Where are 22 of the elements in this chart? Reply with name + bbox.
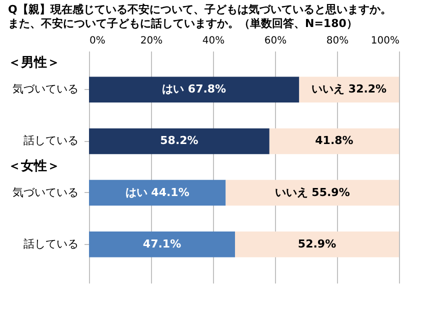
x-tick-label: 20% bbox=[140, 36, 163, 46]
x-tick-label: 100% bbox=[370, 36, 400, 46]
y-tick-label: 気づいている bbox=[12, 82, 78, 96]
x-tick-label: 60% bbox=[264, 36, 287, 46]
y-tick-label: 気づいている bbox=[12, 186, 78, 199]
data-label: いいえ 32.2% bbox=[312, 82, 387, 96]
data-label: いいえ 55.9% bbox=[274, 186, 350, 199]
text: ＜女性＞ bbox=[8, 158, 60, 174]
x-tick-label: 40% bbox=[202, 36, 225, 46]
y-tick-label: 話している bbox=[24, 237, 78, 250]
data-label: 47.1% bbox=[142, 237, 182, 250]
data-label: はい 44.1% bbox=[125, 186, 190, 199]
data-label: 41.8% bbox=[315, 134, 354, 148]
data-label: 58.2% bbox=[160, 134, 198, 148]
chart-title: Q【親】現在感じている不安について、子どもは気づいていると思いますか。 bbox=[8, 3, 392, 16]
data-label: はい 67.8% bbox=[162, 82, 226, 96]
y-tick-label: 話している bbox=[24, 134, 78, 148]
chart-subtitle: また、不安について子どもに話していますか。（単数回答、N=180） bbox=[8, 17, 358, 30]
x-tick-label: 80% bbox=[326, 36, 349, 46]
text: ＜男性＞ bbox=[8, 56, 60, 71]
data-label: 52.9% bbox=[298, 237, 336, 250]
x-tick-label: 0% bbox=[90, 36, 106, 46]
